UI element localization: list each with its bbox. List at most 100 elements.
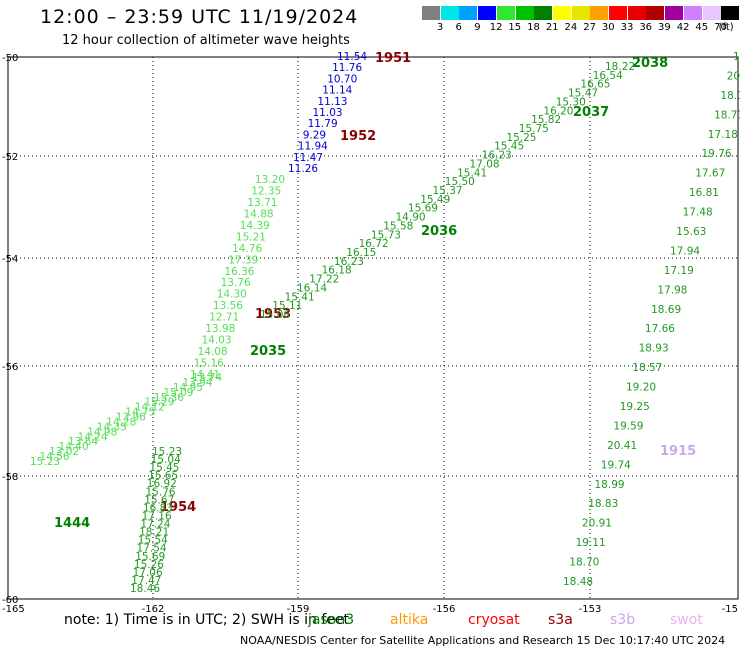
wave-height-value: 17.22 (309, 274, 339, 286)
wave-height-value: 14.08 (198, 346, 228, 358)
legend-label: 27 (583, 22, 596, 33)
wave-height-value: 13.56 (213, 300, 243, 312)
legend-swatch (496, 6, 515, 20)
wave-height-value: 15.41 (457, 167, 487, 179)
wave-height-value: 18.69 (651, 304, 681, 316)
wave-height-value: 18.22 (605, 61, 635, 73)
pass-label: 1952 (340, 129, 376, 144)
wave-height-value: 14.56 (40, 451, 70, 463)
wave-height-value: 14.12 (135, 402, 165, 414)
wave-height-value: 11.94 (298, 141, 328, 153)
wave-height-value: 11.76 (332, 62, 362, 74)
lon-tick-label: -159 (287, 604, 310, 615)
legend-swatch (683, 6, 702, 20)
wave-height-value: 20.4 (727, 70, 740, 82)
wave-height-value: 15.69 (135, 551, 165, 563)
wave-height-value: 14.95 (173, 382, 203, 394)
legend-swatch (721, 6, 740, 20)
wave-height-value: 11.03 (313, 107, 343, 119)
wave-height-value: 19.59 (613, 420, 643, 432)
wave-height-value: 19.74 (601, 459, 631, 471)
wave-height-value: 17.66 (645, 323, 675, 335)
wave-height-value: 14.30 (217, 289, 247, 301)
legend-label: 3 (436, 22, 444, 33)
wave-height-value: 17.24 (140, 519, 170, 531)
legend-swatch (702, 6, 721, 20)
wave-height-value: 13.76 (221, 277, 251, 289)
credit-line: NOAA/NESDIS Center for Satellite Applica… (240, 634, 726, 647)
page-subtitle: 12 hour collection of altimeter wave hei… (62, 33, 350, 48)
pass-label: 1444 (54, 516, 90, 531)
wave-height-value: 16.23 (482, 150, 512, 162)
wave-height-value: 15.30 (556, 96, 586, 108)
wave-height-value: 16.92 (147, 478, 177, 490)
wave-height-value: 18.93 (639, 343, 669, 355)
wave-height-value: 15.25 (506, 132, 536, 144)
wave-height-value: 13.94 (183, 377, 213, 389)
legend-label: 36 (639, 22, 653, 33)
lon-tick-label: -165 (2, 604, 25, 615)
wave-height-value: 13.20 (255, 174, 285, 186)
wave-height-value: 14.03 (202, 335, 232, 347)
legend-swatch (534, 6, 553, 20)
wave-height-value: 14.35 (97, 421, 127, 433)
wave-height-value: 17.67 (695, 168, 725, 180)
wave-height-value: 15.76 (146, 486, 176, 498)
wave-height-value: 18.57 (632, 362, 662, 374)
legend-label: 21 (545, 22, 559, 33)
legend-unit: (ft) (718, 22, 734, 33)
legend-label: 70 (714, 22, 727, 33)
legend-label: 45 (695, 22, 709, 33)
wave-height-value: 14.40 (59, 441, 89, 453)
wave-height-value: 17.98 (657, 284, 687, 296)
wave-height-value: 15.09 (163, 387, 193, 399)
wave-height-value: 15.06 (260, 309, 290, 321)
satellite-cryosat: cryosat (468, 612, 520, 628)
lat-tick-label: -50 (2, 53, 18, 64)
lat-tick-label: -52 (2, 152, 18, 163)
lat-tick-label: -54 (2, 254, 18, 265)
lat-tick-label: -60 (2, 595, 18, 606)
wave-height-value: 17.39 (228, 254, 258, 266)
wave-height-value: 17.47 (131, 575, 161, 587)
wave-height-value: 15.21 (236, 231, 266, 243)
wave-height-value: 13.96 (116, 412, 146, 424)
wave-height-value: 16.23 (334, 256, 364, 268)
wave-height-value: 15.41 (285, 291, 315, 303)
wave-height-value: 14.98 (87, 426, 117, 438)
pass-label: 2036 (421, 224, 457, 239)
legend-swatch (590, 6, 609, 20)
wave-height-value: 16.36 (224, 266, 254, 278)
wave-height-value: 15.63 (676, 226, 706, 238)
wave-height-value: 19.25 (620, 401, 650, 413)
wave-height-value: 13.02 (49, 446, 79, 458)
wave-height-value: 14.88 (244, 208, 274, 220)
legend-swatch (440, 6, 459, 20)
pass-label: 2037 (573, 105, 609, 120)
wave-height-value: 16.14 (297, 282, 327, 294)
wave-height-value: 14.76 (232, 243, 262, 255)
wave-height-value: 12.71 (209, 312, 239, 324)
lon-tick-label: -153 (579, 604, 602, 615)
wave-height-value: 12.35 (251, 186, 281, 198)
wave-height-value: 17.06 (133, 567, 163, 579)
lat-tick-label: -56 (2, 362, 18, 373)
wave-height-value: 14.39 (240, 220, 270, 232)
wave-height-value: 16.20 (543, 105, 573, 117)
wave-height-value: 16.15 (346, 247, 376, 259)
wave-height-value: 16.18 (322, 265, 352, 277)
legend-swatch (665, 6, 684, 20)
wave-height-value: 15.16 (194, 358, 224, 370)
footer-note: note: 1) Time is in UTC; 2) SWH is in fe… (64, 612, 350, 628)
wave-height-value: 15.45 (149, 462, 179, 474)
wave-height-value: 15.04 (151, 454, 181, 466)
wave-height-value: 20.41 (607, 440, 637, 452)
legend-label: 42 (676, 22, 690, 33)
wave-height-value: 18.83 (588, 498, 618, 510)
wave-height-value: 10.70 (327, 73, 357, 85)
pass-label: 1953 (255, 307, 291, 322)
wave-height-legend: 3 6 9 12 15 18 21 24 27 30 33 36 39 42 45 70 (ft) (422, 6, 740, 36)
lon-tick-label: -15 (722, 604, 738, 615)
satellite-altika: altika (390, 612, 429, 628)
wave-height-value: 13.64 (68, 436, 98, 448)
